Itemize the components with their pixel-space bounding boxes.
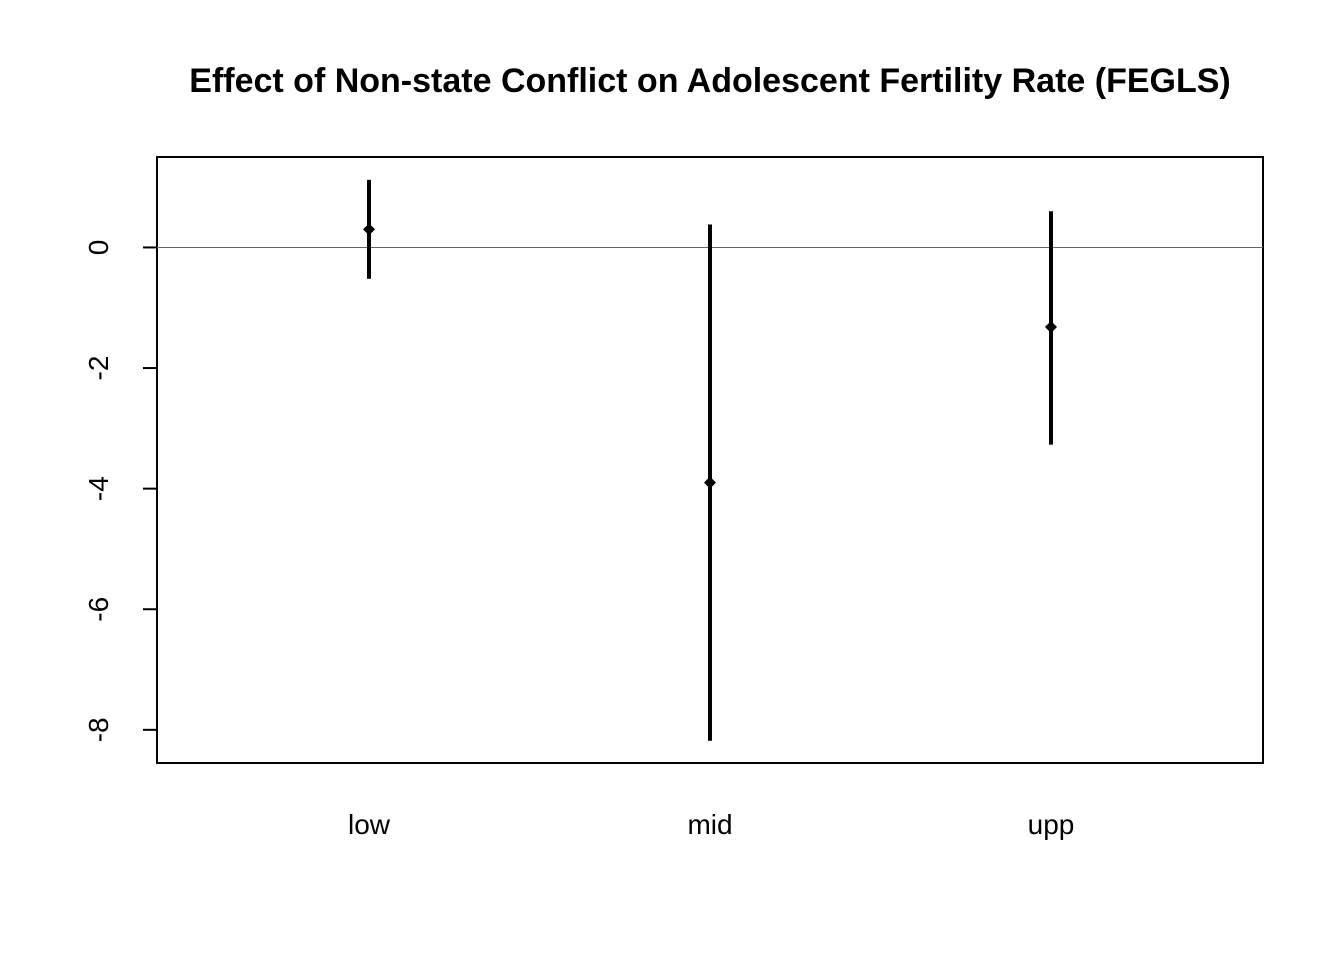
x-category-label: mid <box>687 809 732 840</box>
plot-frame <box>156 156 1264 764</box>
plot-marks <box>363 179 1057 741</box>
point-estimate-low <box>363 223 375 236</box>
y-tick-label: -8 <box>83 717 114 742</box>
x-axis: low mid upp <box>348 809 1074 840</box>
y-tick-label: -4 <box>83 476 114 501</box>
chart-title: Effect of Non-state Conflict on Adolesce… <box>189 62 1230 100</box>
x-category-label: upp <box>1028 809 1075 840</box>
y-tick-label: 0 <box>83 240 114 256</box>
point-estimate-upp <box>1045 321 1057 334</box>
x-category-label: low <box>348 809 391 840</box>
y-axis: 0 -2 -4 -6 -8 <box>83 240 157 742</box>
y-tick-label: -6 <box>83 597 114 622</box>
point-estimate-mid <box>704 476 716 489</box>
y-tick-label: -2 <box>83 356 114 381</box>
